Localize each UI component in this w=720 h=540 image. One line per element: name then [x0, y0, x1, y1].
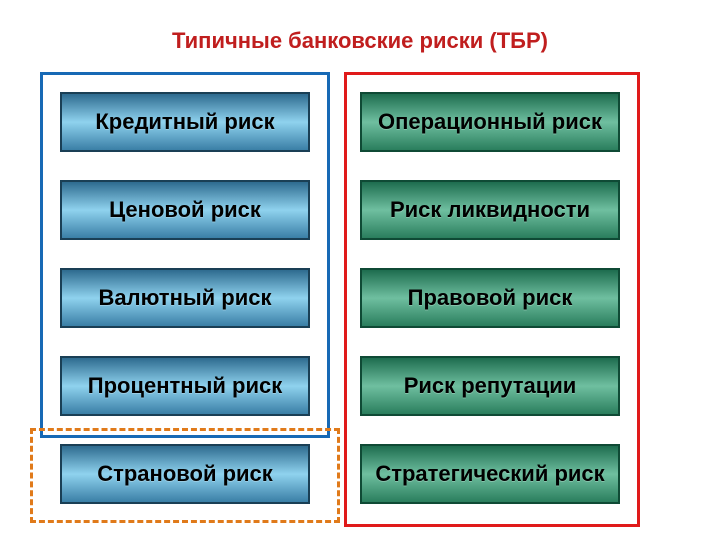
right-risk-box: Стратегический риск [360, 444, 620, 504]
right-risk-box: Правовой риск [360, 268, 620, 328]
left-risk-label: Кредитный риск [95, 109, 274, 135]
title-text: Типичные банковские риски (ТБР) [172, 28, 548, 53]
right-risk-label: Стратегический риск [375, 461, 604, 487]
left-risk-box: Процентный риск [60, 356, 310, 416]
left-risk-box: Страновой риск [60, 444, 310, 504]
right-risk-box: Операционный риск [360, 92, 620, 152]
right-risk-label: Риск ликвидности [390, 197, 590, 223]
right-risk-box: Риск ликвидности [360, 180, 620, 240]
diagram-canvas: Типичные банковские риски (ТБР) Кредитны… [0, 0, 720, 540]
left-risk-label: Страновой риск [97, 461, 273, 487]
left-risk-label: Ценовой риск [109, 197, 261, 223]
right-risk-box: Риск репутации [360, 356, 620, 416]
left-risk-box: Валютный риск [60, 268, 310, 328]
right-risk-label: Правовой риск [408, 285, 573, 311]
right-risk-label: Операционный риск [378, 109, 602, 135]
left-risk-label: Процентный риск [88, 373, 282, 399]
left-risk-box: Ценовой риск [60, 180, 310, 240]
left-risk-box: Кредитный риск [60, 92, 310, 152]
left-risk-label: Валютный риск [98, 285, 271, 311]
right-risk-label: Риск репутации [404, 373, 577, 399]
diagram-title: Типичные банковские риски (ТБР) [0, 28, 720, 54]
